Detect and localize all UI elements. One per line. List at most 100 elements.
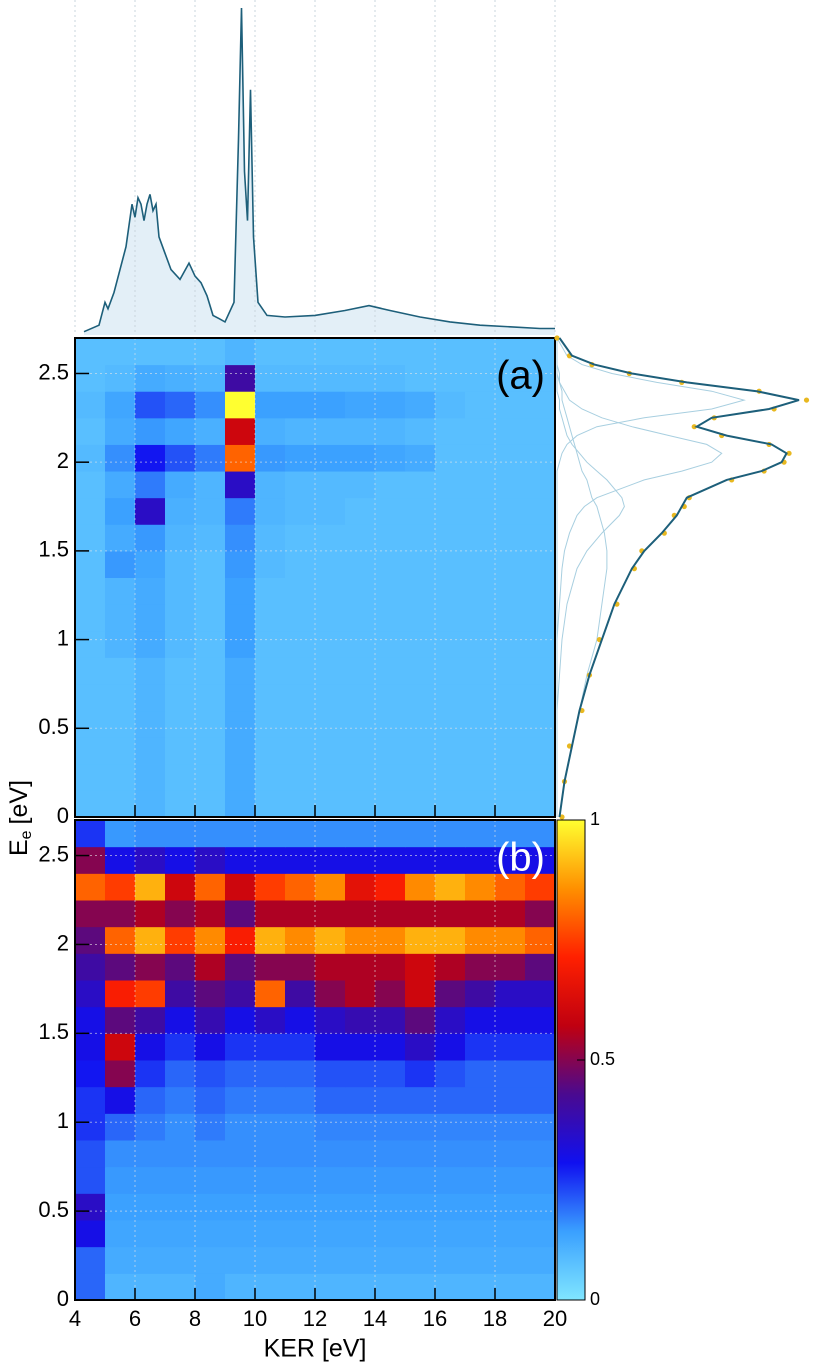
colorbar-label: 0.5: [590, 1049, 615, 1069]
heat-cell: [465, 820, 496, 848]
heat-cell: [495, 846, 526, 874]
heat-cell: [375, 683, 406, 712]
heat-cell: [165, 604, 196, 632]
heat-cell: [375, 577, 406, 605]
heat-cell: [165, 364, 196, 392]
heat-cell: [525, 737, 556, 765]
heat-cell: [375, 1246, 406, 1274]
heat-cell: [405, 820, 436, 848]
heat-cell: [375, 1193, 406, 1221]
heat-cell: [315, 630, 346, 658]
heat-cell: [255, 1060, 286, 1088]
heat-cell: [75, 630, 106, 658]
heat-cell: [375, 737, 406, 765]
heat-cell: [435, 657, 466, 685]
heat-cell: [75, 820, 106, 848]
heat-cell: [285, 980, 316, 1008]
heat-cell: [225, 550, 256, 578]
heat-cell: [135, 737, 166, 765]
heat-cell: [435, 1246, 466, 1274]
component-curve: [556, 338, 625, 817]
heat-cell: [225, 1140, 256, 1168]
heat-cell: [165, 1006, 196, 1034]
heat-cell: [495, 577, 526, 605]
heat-cell: [255, 630, 286, 658]
heat-cell: [315, 444, 346, 472]
heat-cell: [75, 364, 106, 392]
heat-cell: [405, 763, 436, 791]
heat-cell: [75, 900, 106, 928]
heat-cell: [375, 471, 406, 499]
heat-cell: [375, 1140, 406, 1168]
heat-cell: [225, 1246, 256, 1274]
heat-cell: [285, 1246, 316, 1274]
heat-cell: [105, 604, 136, 632]
heat-cell: [525, 953, 556, 981]
heat-cell: [375, 1086, 406, 1114]
heat-cell: [465, 980, 496, 1008]
y-tick-label: 0: [57, 803, 69, 828]
heat-cell: [375, 1220, 406, 1248]
heat-cell: [105, 1166, 136, 1194]
heat-cell: [135, 1273, 166, 1301]
heat-cell: [525, 391, 556, 419]
heat-cell: [465, 1220, 496, 1248]
heat-cell: [285, 953, 316, 981]
heat-cell: [255, 417, 286, 445]
heat-cell: [495, 657, 526, 685]
heat-cell: [465, 497, 496, 525]
heat-cell: [465, 417, 496, 445]
heat-cell: [195, 710, 226, 738]
heat-cell: [135, 577, 166, 605]
heat-cell: [405, 1193, 436, 1221]
heat-cell: [345, 604, 376, 632]
heat-cell: [315, 900, 346, 928]
heat-cell: [225, 1113, 256, 1141]
heat-cell: [495, 900, 526, 928]
heat-cell: [525, 763, 556, 791]
heat-cell: [345, 550, 376, 578]
colorbar-label: 0: [590, 1289, 600, 1309]
heat-cell: [195, 1086, 226, 1114]
heat-cell: [285, 1033, 316, 1061]
heat-cell: [195, 763, 226, 791]
heat-cell: [75, 846, 106, 874]
heat-cell: [285, 846, 316, 874]
heat-cell: [405, 1006, 436, 1034]
heat-cell: [435, 1273, 466, 1301]
heat-cell: [195, 1113, 226, 1141]
colorbar-label: 1: [590, 809, 600, 829]
heat-cell: [135, 657, 166, 685]
heat-cell: [345, 980, 376, 1008]
heat-cell: [165, 444, 196, 472]
heat-cell: [405, 1220, 436, 1248]
heat-cell: [75, 1006, 106, 1034]
heat-cell: [315, 391, 346, 419]
heat-cell: [495, 444, 526, 472]
heat-cell: [345, 391, 376, 419]
heat-cell: [225, 900, 256, 928]
x-tick-label: 12: [303, 1306, 327, 1331]
heat-cell: [105, 1246, 136, 1274]
heat-cell: [75, 338, 106, 366]
heat-cell: [525, 1113, 556, 1141]
heat-cell: [435, 1193, 466, 1221]
heat-cell: [435, 1166, 466, 1194]
heat-cell: [195, 1273, 226, 1301]
heat-cell: [465, 737, 496, 765]
heat-cell: [405, 683, 436, 712]
heat-cell: [405, 1166, 436, 1194]
panel-annotation: (a): [496, 354, 545, 398]
heat-cell: [345, 497, 376, 525]
heat-cell: [225, 417, 256, 445]
heat-cell: [525, 1140, 556, 1168]
heat-cell: [105, 1033, 136, 1061]
heat-cell: [315, 1006, 346, 1034]
heat-cell: [315, 338, 346, 366]
heat-cell: [345, 1113, 376, 1141]
heat-cell: [105, 953, 136, 981]
heat-cell: [525, 1086, 556, 1114]
heat-cell: [495, 1166, 526, 1194]
heat-cell: [375, 657, 406, 685]
heat-cell: [135, 873, 166, 901]
